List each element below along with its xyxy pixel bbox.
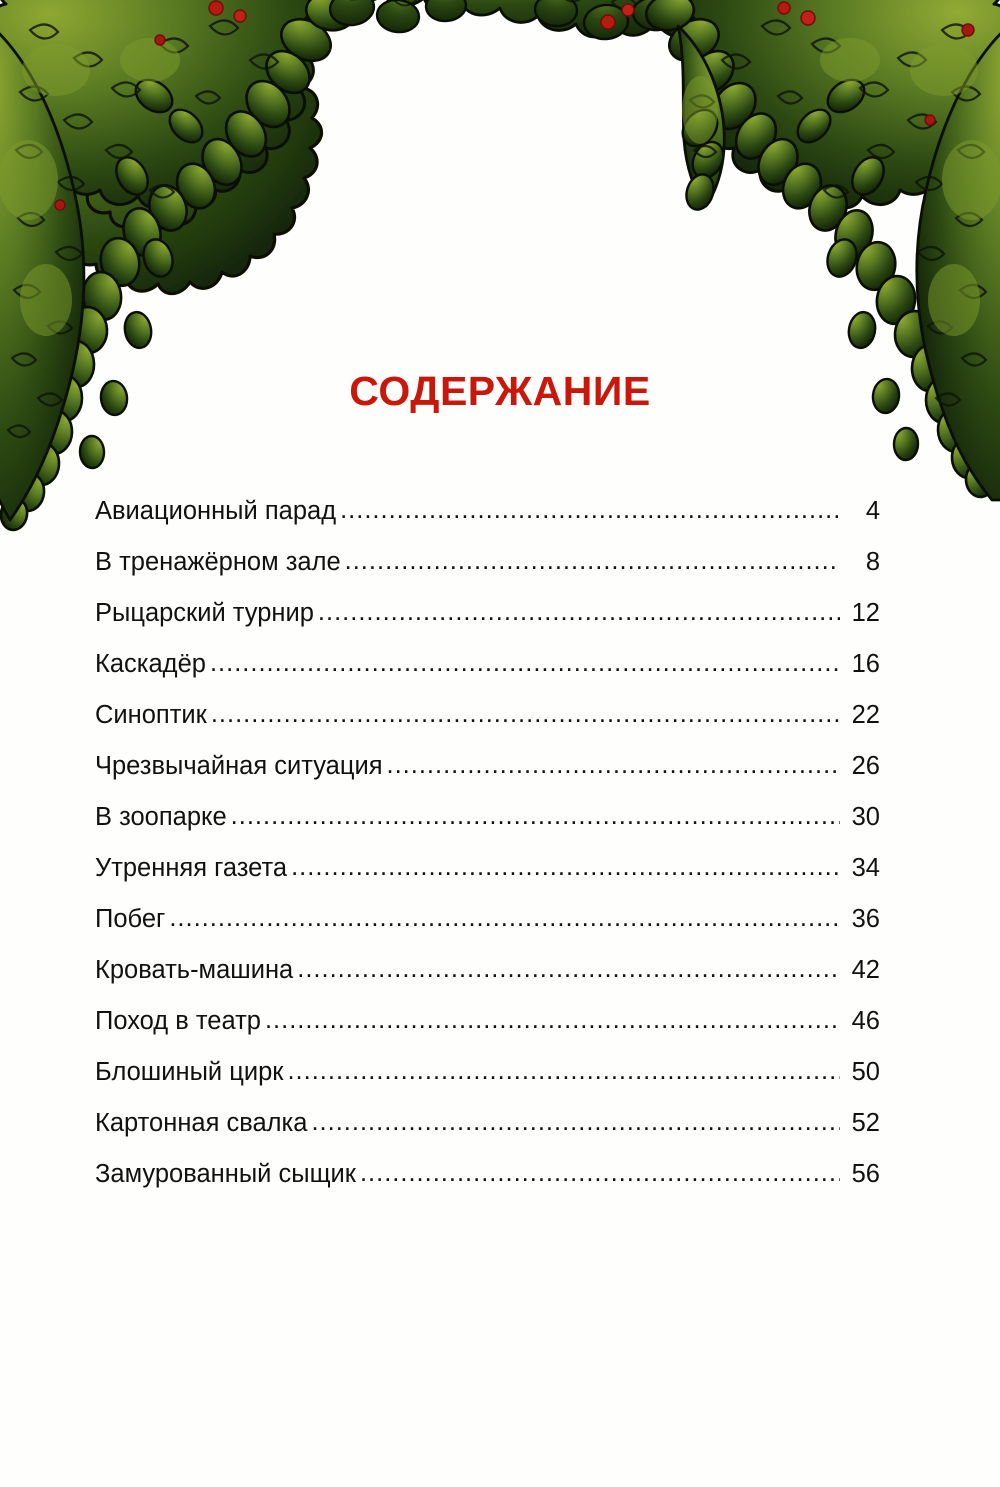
toc-entry-page: 30: [851, 803, 880, 831]
foliage-right-mass: [644, 0, 1000, 502]
toc-entry[interactable]: Синоптик ...............................…: [95, 700, 880, 752]
toc-entry-page: 16: [851, 650, 880, 678]
toc-leader-dots: ........................................…: [291, 853, 840, 881]
toc-entry-title: Побег: [95, 905, 166, 933]
toc-entry[interactable]: В тренажёрном зале .....................…: [95, 547, 880, 599]
toc-entry-page: 4: [865, 497, 880, 525]
toc-entry-title: Поход в театр: [95, 1007, 261, 1035]
toc-entry-page: 50: [851, 1058, 880, 1086]
toc-leader-dots: ........................................…: [210, 700, 840, 728]
toc-entry-page: 34: [851, 854, 880, 882]
foliage-top-center: [328, 0, 702, 41]
toc-entry[interactable]: Картонная свалка .......................…: [95, 1108, 880, 1160]
toc-entry[interactable]: Авиационный парад ......................…: [95, 496, 880, 548]
toc-entry[interactable]: Чрезвычайная ситуация ..................…: [95, 751, 880, 803]
toc-leader-dots: ........................................…: [230, 802, 840, 830]
toc-entry-page: 56: [851, 1160, 880, 1188]
toc-entry-title: В зоопарке: [95, 803, 227, 831]
toc-entry-title: Чрезвычайная ситуация: [95, 752, 383, 780]
toc-entry[interactable]: Замурованный сыщик .....................…: [95, 1159, 880, 1211]
toc-leader-dots: ........................................…: [317, 598, 840, 626]
toc-entry-title: Утренняя газета: [95, 854, 288, 882]
toc-entry-title: Каскадёр: [95, 650, 206, 678]
toc-entry[interactable]: Блошиный цирк ..........................…: [95, 1057, 880, 1109]
foliage-left-mass: [11, 0, 324, 296]
toc-entry-title: Синоптик: [95, 701, 207, 729]
toc-leader-dots: ........................................…: [359, 1159, 840, 1187]
toc-leader-dots: ........................................…: [386, 751, 841, 779]
toc-entry[interactable]: Рыцарский турнир .......................…: [95, 598, 880, 650]
toc-leader-dots: ........................................…: [209, 649, 840, 677]
toc-entry-title: Рыцарский турнир: [95, 599, 314, 627]
toc-leader-dots: ........................................…: [340, 496, 840, 524]
toc-leader-dots: ........................................…: [311, 1108, 840, 1136]
toc-entry-page: 26: [851, 752, 880, 780]
toc-entry-title: В тренажёрном зале: [95, 548, 341, 576]
toc-entry-title: Блошиный цирк: [95, 1058, 284, 1086]
toc-entry-title: Картонная свалка: [95, 1109, 308, 1137]
toc-entry[interactable]: Каскадёр ...............................…: [95, 649, 880, 701]
toc-entry-page: 8: [865, 548, 880, 576]
toc-entry-page: 52: [851, 1109, 880, 1137]
toc-entry-title: Замурованный сыщик: [95, 1160, 356, 1188]
page-title: СОДЕРЖАНИЕ: [349, 368, 651, 414]
toc-leader-dots: ........................................…: [344, 547, 840, 575]
toc-entry[interactable]: Поход в театр ..........................…: [95, 1006, 880, 1058]
toc-entry[interactable]: Кровать-машина .........................…: [95, 955, 880, 1007]
table-of-contents: Авиационный парад ......................…: [95, 496, 880, 1211]
toc-entry[interactable]: Утренняя газета ........................…: [95, 853, 880, 905]
toc-entry-page: 36: [851, 905, 880, 933]
foliage-left-clusters: [0, 0, 356, 532]
toc-entry-title: Авиационный парад: [95, 497, 337, 525]
toc-leader-dots: ........................................…: [264, 1006, 840, 1034]
toc-leader-dots: ........................................…: [169, 904, 840, 932]
toc-entry-title: Кровать-машина: [95, 956, 294, 984]
berry-cluster: [54, 0, 975, 211]
toc-entry-page: 22: [851, 701, 880, 729]
toc-entry-page: 46: [851, 1007, 880, 1035]
toc-entry[interactable]: В зоопарке .............................…: [95, 802, 880, 854]
toc-leader-dots: ........................................…: [287, 1057, 840, 1085]
toc-entry-page: 12: [851, 599, 880, 627]
toc-entry-page: 42: [851, 956, 880, 984]
toc-entry[interactable]: Побег ..................................…: [95, 904, 880, 956]
toc-leader-dots: ........................................…: [297, 955, 840, 983]
